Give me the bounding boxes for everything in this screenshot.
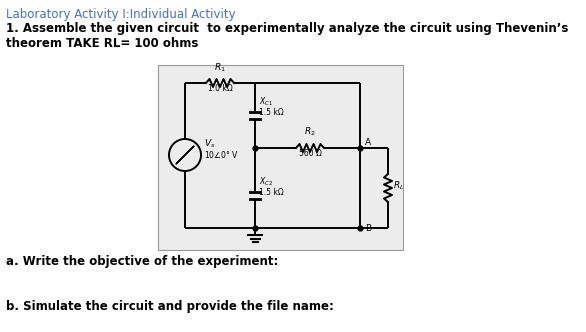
- Text: a. Write the objective of the experiment:: a. Write the objective of the experiment…: [6, 255, 278, 268]
- Text: 1.5 kΩ: 1.5 kΩ: [259, 108, 284, 117]
- Text: $10\angle0°$ V: $10\angle0°$ V: [204, 149, 239, 160]
- Text: $R_L$: $R_L$: [393, 179, 404, 192]
- Text: 560 Ω: 560 Ω: [298, 149, 322, 158]
- Bar: [158, 65, 403, 250]
- Text: Laboratory Activity I:Individual Activity: Laboratory Activity I:Individual Activit…: [6, 8, 236, 21]
- Text: B: B: [365, 224, 371, 233]
- Text: 1.5 kΩ: 1.5 kΩ: [259, 188, 284, 197]
- Text: A: A: [365, 138, 371, 147]
- Text: b. Simulate the circuit and provide the file name:: b. Simulate the circuit and provide the …: [6, 300, 334, 313]
- Text: $X_{C1}$: $X_{C1}$: [259, 95, 273, 108]
- Text: 1.0 kΩ: 1.0 kΩ: [207, 84, 233, 93]
- Text: $V_s$: $V_s$: [204, 138, 215, 150]
- Text: 1. Assemble the given circuit  to experimentally analyze the circuit using Theve: 1. Assemble the given circuit to experim…: [6, 22, 568, 50]
- Text: $R_2$: $R_2$: [304, 126, 316, 138]
- Text: $R_1$: $R_1$: [214, 61, 226, 73]
- Text: $X_{C2}$: $X_{C2}$: [259, 175, 273, 188]
